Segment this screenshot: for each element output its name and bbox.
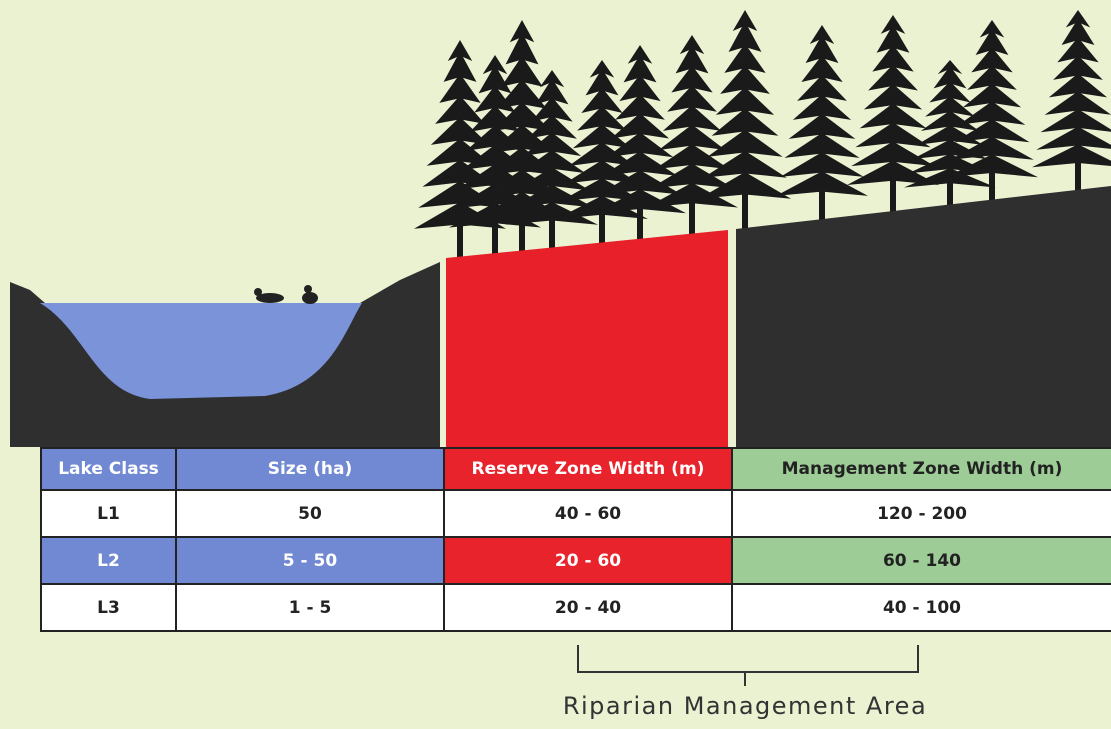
cell: 20 - 40 bbox=[443, 583, 733, 632]
row: L2 5 - 50 20 - 60 60 - 140 bbox=[40, 536, 1111, 585]
caption: Riparian Management Area bbox=[562, 692, 928, 720]
tree-trunk bbox=[947, 180, 953, 216]
tree bbox=[946, 20, 1038, 178]
tree-trunk bbox=[519, 208, 525, 261]
duck-head bbox=[304, 285, 312, 293]
cell: 120 - 200 bbox=[731, 489, 1111, 538]
lake bbox=[40, 303, 362, 399]
tree bbox=[506, 70, 598, 225]
tree bbox=[594, 45, 686, 214]
tree-trunk bbox=[890, 175, 896, 221]
header-cell: Management Zone Width (m) bbox=[731, 447, 1111, 491]
tree-trunk bbox=[599, 209, 605, 253]
tree-trunk bbox=[742, 187, 748, 238]
header-cell: Size (ha) bbox=[175, 447, 445, 491]
duck bbox=[256, 293, 284, 303]
tree-trunk bbox=[1075, 158, 1081, 201]
tree-trunk bbox=[989, 168, 995, 211]
forest bbox=[414, 10, 1111, 268]
cell: 50 bbox=[175, 489, 445, 538]
cell: L3 bbox=[40, 583, 177, 632]
row: L1 50 40 - 60 120 - 200 bbox=[40, 489, 1111, 538]
header-cell: Reserve Zone Width (m) bbox=[443, 447, 733, 491]
management-zone bbox=[736, 186, 1111, 447]
tree bbox=[476, 20, 568, 220]
duck bbox=[302, 292, 318, 304]
header-cell: Lake Class bbox=[40, 447, 177, 491]
tree-trunk bbox=[819, 185, 825, 232]
cell: 60 - 140 bbox=[731, 536, 1111, 585]
cell: L2 bbox=[40, 536, 177, 585]
tree-trunk bbox=[637, 203, 643, 249]
cell: 5 - 50 bbox=[175, 536, 445, 585]
duck-head bbox=[254, 288, 262, 296]
zone-table: Lake Class Size (ha) Reserve Zone Width … bbox=[40, 447, 1111, 632]
tree-trunk bbox=[549, 215, 555, 258]
cell: 1 - 5 bbox=[175, 583, 445, 632]
tree bbox=[699, 10, 791, 199]
cell: L1 bbox=[40, 489, 177, 538]
header-row: Lake Class Size (ha) Reserve Zone Width … bbox=[40, 447, 1111, 491]
tree bbox=[847, 15, 939, 185]
cell: 40 - 100 bbox=[731, 583, 1111, 632]
tree bbox=[646, 35, 738, 208]
row: L3 1 - 5 20 - 40 40 - 100 bbox=[40, 583, 1111, 632]
cell: 40 - 60 bbox=[443, 489, 733, 538]
reserve-zone bbox=[446, 230, 728, 447]
tree bbox=[1032, 10, 1111, 168]
cell: 20 - 60 bbox=[443, 536, 733, 585]
tree bbox=[776, 25, 868, 196]
bracket bbox=[577, 645, 919, 673]
tree-trunk bbox=[457, 217, 463, 268]
tree-trunk bbox=[689, 197, 695, 244]
tree-trunk bbox=[492, 217, 498, 264]
